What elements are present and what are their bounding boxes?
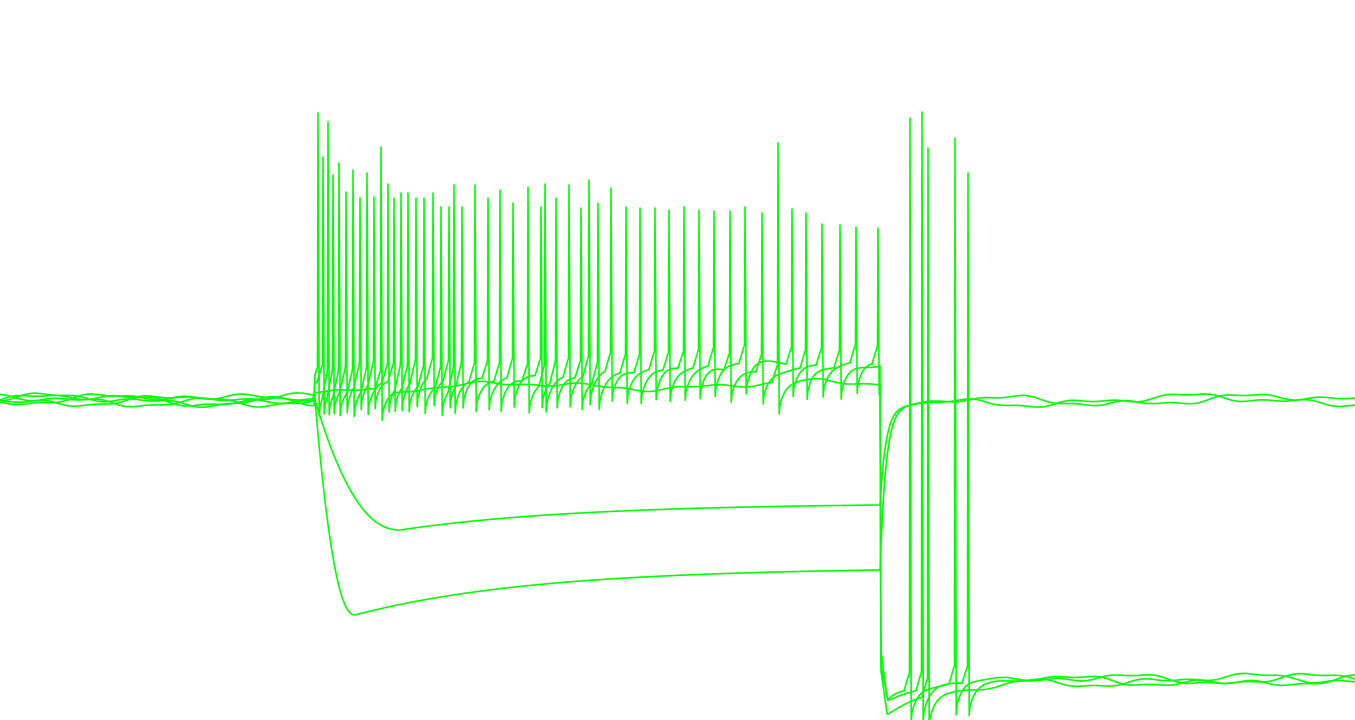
- voltage-trace-4: [0, 112, 1355, 720]
- voltage-trace-5: [0, 111, 1355, 720]
- voltage-trace-2: [0, 392, 1355, 531]
- voltage-trace-1: [0, 393, 1355, 616]
- traces-group: [0, 111, 1355, 720]
- voltage-trace-3: [0, 142, 1355, 720]
